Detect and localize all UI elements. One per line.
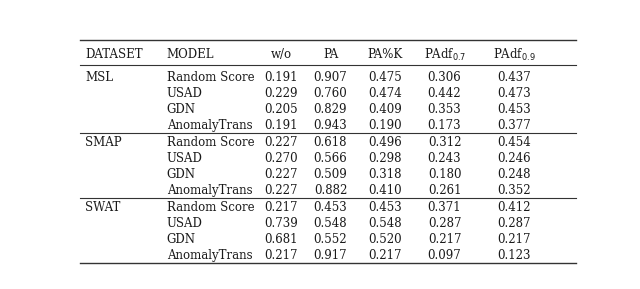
Text: 0.377: 0.377 <box>497 119 531 132</box>
Text: SWAT: SWAT <box>85 201 120 214</box>
Text: MSL: MSL <box>85 71 113 84</box>
Text: Random Score: Random Score <box>167 136 255 149</box>
Text: 0.298: 0.298 <box>368 152 402 165</box>
Text: 0.681: 0.681 <box>264 233 298 246</box>
Text: 0.739: 0.739 <box>264 217 298 230</box>
Text: USAD: USAD <box>167 217 203 230</box>
Text: 0.353: 0.353 <box>428 103 461 116</box>
Text: 0.453: 0.453 <box>497 103 531 116</box>
Text: 0.205: 0.205 <box>264 103 298 116</box>
Text: 0.190: 0.190 <box>368 119 402 132</box>
Text: 0.552: 0.552 <box>314 233 348 246</box>
Text: 0.123: 0.123 <box>497 249 531 262</box>
Text: 0.173: 0.173 <box>428 119 461 132</box>
Text: 0.453: 0.453 <box>314 201 348 214</box>
Text: 0.618: 0.618 <box>314 136 348 149</box>
Text: 0.829: 0.829 <box>314 103 348 116</box>
Text: 0.442: 0.442 <box>428 87 461 100</box>
Text: 0.454: 0.454 <box>497 136 531 149</box>
Text: 0.217: 0.217 <box>264 201 298 214</box>
Text: 0.496: 0.496 <box>368 136 402 149</box>
Text: 0.217: 0.217 <box>428 233 461 246</box>
Text: 0.453: 0.453 <box>368 201 402 214</box>
Text: AnomalyTrans: AnomalyTrans <box>167 249 252 262</box>
Text: 0.097: 0.097 <box>428 249 461 262</box>
Text: 0.191: 0.191 <box>264 71 298 84</box>
Text: Random Score: Random Score <box>167 71 255 84</box>
Text: AnomalyTrans: AnomalyTrans <box>167 184 252 197</box>
Text: DATASET: DATASET <box>85 48 143 61</box>
Text: PA: PA <box>323 48 338 61</box>
Text: PA%K: PA%K <box>367 48 403 61</box>
Text: 0.312: 0.312 <box>428 136 461 149</box>
Text: 0.943: 0.943 <box>314 119 348 132</box>
Text: 0.243: 0.243 <box>428 152 461 165</box>
Text: 0.306: 0.306 <box>428 71 461 84</box>
Text: 0.227: 0.227 <box>264 168 298 181</box>
Text: 0.474: 0.474 <box>368 87 402 100</box>
Text: PAdf$_{0.9}$: PAdf$_{0.9}$ <box>493 47 536 63</box>
Text: w/o: w/o <box>270 48 291 61</box>
Text: PAdf$_{0.7}$: PAdf$_{0.7}$ <box>424 47 466 63</box>
Text: 0.287: 0.287 <box>428 217 461 230</box>
Text: 0.917: 0.917 <box>314 249 348 262</box>
Text: 0.907: 0.907 <box>314 71 348 84</box>
Text: 0.548: 0.548 <box>314 217 348 230</box>
Text: 0.270: 0.270 <box>264 152 298 165</box>
Text: 0.520: 0.520 <box>368 233 402 246</box>
Text: GDN: GDN <box>167 168 196 181</box>
Text: 0.437: 0.437 <box>497 71 531 84</box>
Text: 0.180: 0.180 <box>428 168 461 181</box>
Text: MODEL: MODEL <box>167 48 214 61</box>
Text: GDN: GDN <box>167 233 196 246</box>
Text: 0.371: 0.371 <box>428 201 461 214</box>
Text: 0.882: 0.882 <box>314 184 347 197</box>
Text: 0.246: 0.246 <box>497 152 531 165</box>
Text: 0.509: 0.509 <box>314 168 348 181</box>
Text: GDN: GDN <box>167 103 196 116</box>
Text: 0.760: 0.760 <box>314 87 348 100</box>
Text: 0.473: 0.473 <box>497 87 531 100</box>
Text: Random Score: Random Score <box>167 201 255 214</box>
Text: 0.191: 0.191 <box>264 119 298 132</box>
Text: 0.410: 0.410 <box>368 184 402 197</box>
Text: SMAP: SMAP <box>85 136 122 149</box>
Text: 0.227: 0.227 <box>264 136 298 149</box>
Text: 0.248: 0.248 <box>497 168 531 181</box>
Text: 0.318: 0.318 <box>368 168 402 181</box>
Text: 0.229: 0.229 <box>264 87 298 100</box>
Text: 0.227: 0.227 <box>264 184 298 197</box>
Text: AnomalyTrans: AnomalyTrans <box>167 119 252 132</box>
Text: 0.287: 0.287 <box>497 217 531 230</box>
Text: 0.217: 0.217 <box>497 233 531 246</box>
Text: 0.352: 0.352 <box>497 184 531 197</box>
Text: 0.475: 0.475 <box>368 71 402 84</box>
Text: 0.566: 0.566 <box>314 152 348 165</box>
Text: USAD: USAD <box>167 152 203 165</box>
Text: 0.217: 0.217 <box>368 249 402 262</box>
Text: 0.412: 0.412 <box>497 201 531 214</box>
Text: 0.261: 0.261 <box>428 184 461 197</box>
Text: 0.548: 0.548 <box>368 217 402 230</box>
Text: USAD: USAD <box>167 87 203 100</box>
Text: 0.409: 0.409 <box>368 103 402 116</box>
Text: 0.217: 0.217 <box>264 249 298 262</box>
